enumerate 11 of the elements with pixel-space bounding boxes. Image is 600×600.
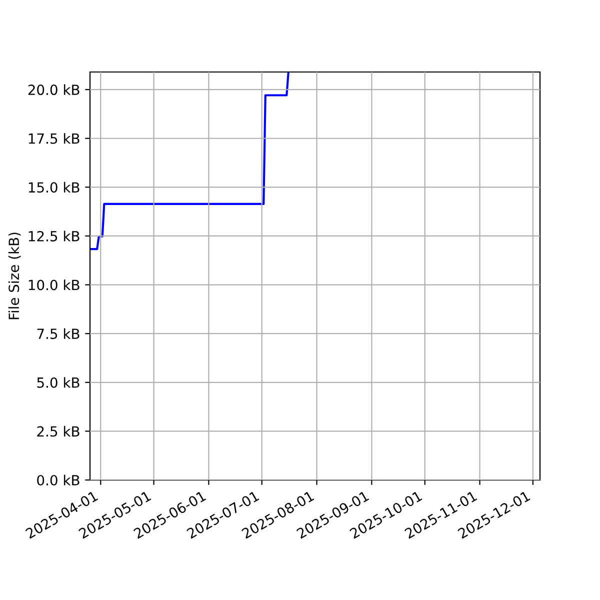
line-series [90,72,290,250]
y-tick-label: 17.5 kB [28,133,80,144]
y-tick-label: 7.5 kB [37,328,80,340]
y-tick-label: 2.5 kB [37,426,80,437]
y-axis-title: File Size (kB) [8,232,21,320]
y-tick-label: 15.0 kB [28,182,80,193]
y-tick-label: 0.0 kB [37,474,80,486]
y-tick-label: 5.0 kB [37,377,80,388]
y-tick-label: 10.0 kB [28,280,80,290]
y-tick-label: 12.5 kB [28,230,80,242]
y-tick-label: 20.0 kB [28,84,80,96]
